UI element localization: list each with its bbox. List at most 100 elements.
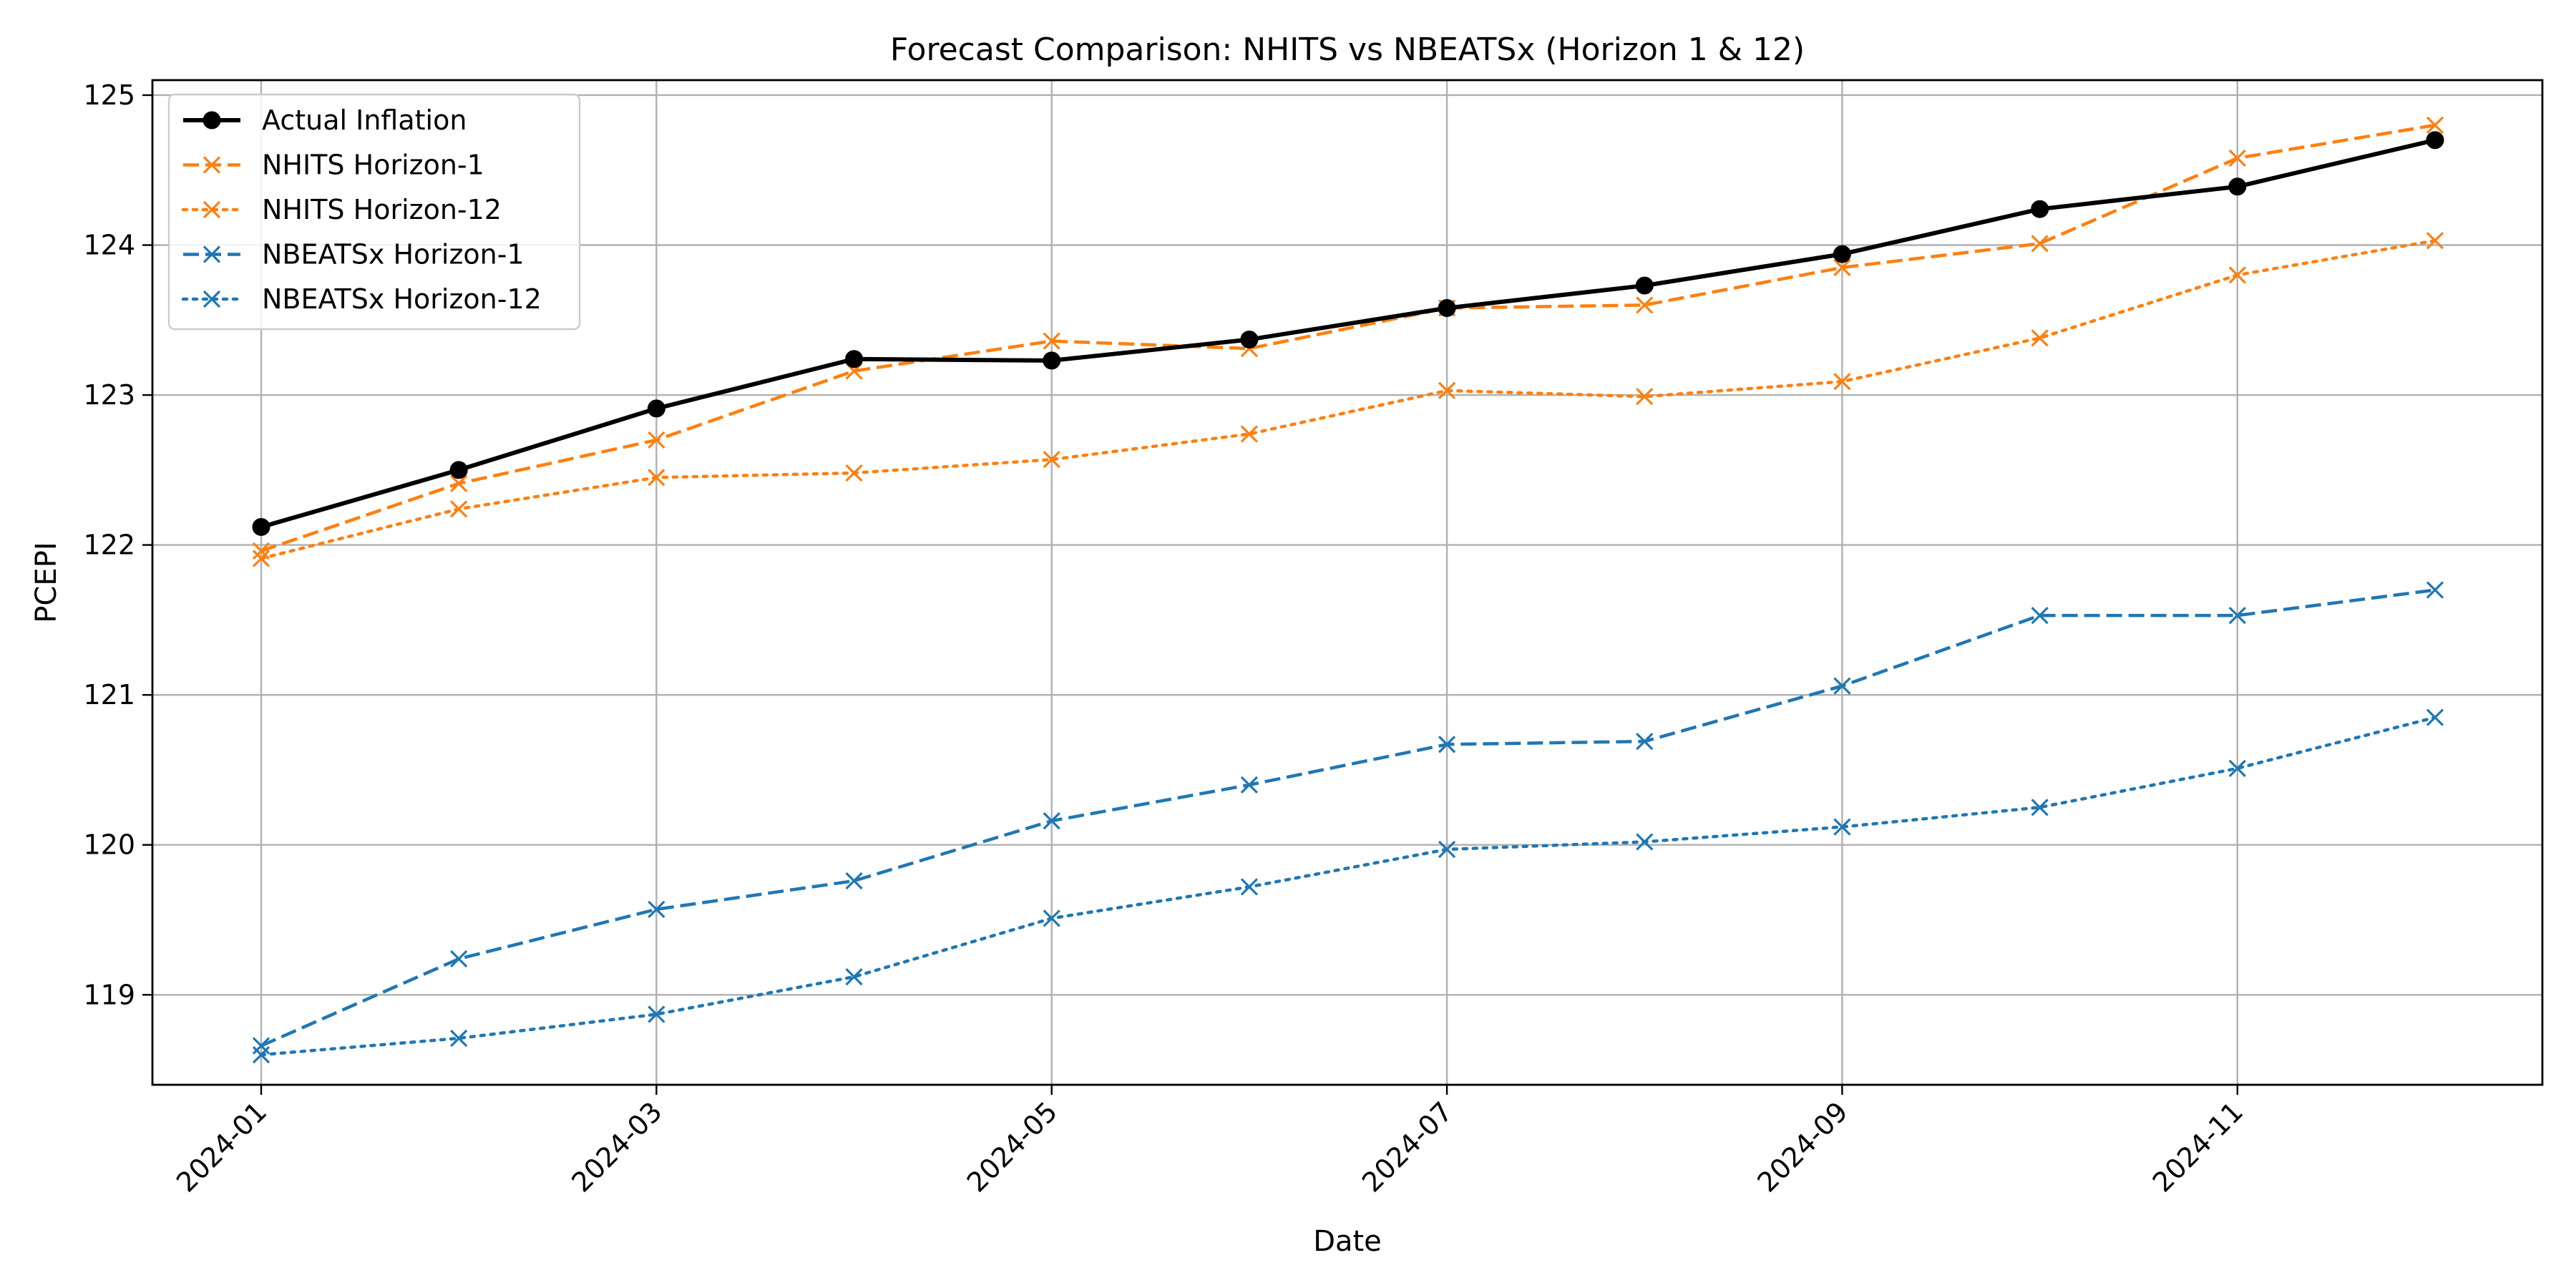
data-point-actual-inflation xyxy=(1240,331,1259,349)
data-point-nhits-horizon-12 xyxy=(252,550,270,567)
data-point-nhits-horizon-12 xyxy=(1043,451,1060,469)
legend-box xyxy=(167,93,581,331)
data-point-actual-inflation xyxy=(2426,131,2444,150)
y-tick-label: 124 xyxy=(83,230,135,261)
data-point-nbeatsx-horizon-1 xyxy=(2031,606,2049,625)
legend-label: NBEATSx Horizon-12 xyxy=(262,283,542,315)
series-nhits-horizon-1 xyxy=(252,116,2444,560)
x-tick-label: 2024-03 xyxy=(565,1096,668,1198)
data-point-actual-inflation xyxy=(2228,177,2247,196)
data-point-nhits-horizon-1 xyxy=(1043,332,1060,350)
legend-item-actual-inflation: Actual Inflation xyxy=(183,104,467,136)
legend-marker xyxy=(203,245,221,263)
data-point-nhits-horizon-1 xyxy=(450,474,468,492)
series-line-actual-inflation xyxy=(260,137,2436,530)
x-tick-label: 2024-01 xyxy=(170,1096,273,1198)
data-point-nbeatsx-horizon-12 xyxy=(450,1029,468,1048)
data-point-nbeatsx-horizon-1 xyxy=(1833,677,1851,695)
legend-marker xyxy=(203,156,221,174)
series-nbeatsx-horizon-1 xyxy=(252,581,2444,1055)
data-point-actual-inflation xyxy=(845,350,864,369)
x-axis-label: Date xyxy=(1313,1225,1382,1258)
legend-marker xyxy=(203,290,221,308)
data-point-nhits-horizon-1 xyxy=(2426,116,2444,134)
data-point-nhits-horizon-12 xyxy=(450,500,468,518)
series-actual-inflation xyxy=(252,131,2444,536)
x-tick-label: 2024-05 xyxy=(961,1096,1063,1198)
data-point-nhits-horizon-12 xyxy=(2228,266,2246,284)
data-point-nbeatsx-horizon-1 xyxy=(450,950,468,968)
legend: Actual Inflation NHITS Horizon-1 NHITS Hor… xyxy=(167,93,581,331)
data-point-nbeatsx-horizon-1 xyxy=(1636,732,1654,751)
data-point-actual-inflation xyxy=(449,461,468,479)
data-point-nhits-horizon-12 xyxy=(2031,329,2049,347)
data-point-nbeatsx-horizon-12 xyxy=(1833,818,1851,836)
series-line-nhits-horizon-1 xyxy=(260,123,2436,553)
legend-marker xyxy=(203,111,221,130)
legend-item-nhits-horizon-1: NHITS Horizon-1 xyxy=(183,150,484,181)
data-point-nbeatsx-horizon-12 xyxy=(1636,833,1654,851)
data-point-nhits-horizon-12 xyxy=(845,464,863,482)
data-point-nhits-horizon-1 xyxy=(2228,149,2246,167)
data-point-nhits-horizon-12 xyxy=(1240,425,1259,443)
y-tick-label: 120 xyxy=(83,829,135,861)
data-point-nhits-horizon-1 xyxy=(1636,296,1654,314)
legend-marker xyxy=(203,200,221,219)
data-point-actual-inflation xyxy=(647,399,665,418)
data-point-nhits-horizon-1 xyxy=(252,542,270,560)
x-tick-label: 2024-09 xyxy=(1751,1096,1853,1198)
data-point-nbeatsx-horizon-12 xyxy=(1240,878,1259,896)
series-nbeatsx-horizon-12 xyxy=(252,708,2444,1064)
series-line-nhits-horizon-12 xyxy=(259,238,2437,560)
data-point-actual-inflation xyxy=(252,517,270,536)
plot-frame xyxy=(151,79,2544,1086)
data-point-nbeatsx-horizon-1 xyxy=(1043,812,1060,830)
legend-label: NHITS Horizon-12 xyxy=(262,194,502,225)
x-tick-label: 2024-07 xyxy=(1356,1096,1458,1198)
legend-label: Actual Inflation xyxy=(262,104,467,136)
data-point-nbeatsx-horizon-1 xyxy=(845,872,863,890)
data-point-nbeatsx-horizon-12 xyxy=(2031,799,2049,816)
data-point-nhits-horizon-1 xyxy=(2031,235,2049,253)
series-line-nbeatsx-horizon-1 xyxy=(260,588,2436,1048)
legend-item-nhits-horizon-12: NHITS Horizon-12 xyxy=(181,194,502,225)
series-line-nbeatsx-horizon-12 xyxy=(259,716,2437,1057)
y-tick-label: 119 xyxy=(83,979,135,1010)
y-axis-label: PCEPI xyxy=(30,542,63,623)
data-point-nbeatsx-horizon-1 xyxy=(2228,606,2246,625)
data-point-nhits-horizon-1 xyxy=(648,431,665,449)
x-tick-label: 2024-11 xyxy=(2147,1096,2249,1198)
legend-item-nbeatsx-horizon-12: NBEATSx Horizon-12 xyxy=(181,283,542,315)
y-tick-label: 121 xyxy=(83,679,135,711)
series-nhits-horizon-12 xyxy=(252,232,2444,567)
legend-item-nbeatsx-horizon-1: NBEATSx Horizon-1 xyxy=(183,239,525,270)
legend-label: NBEATSx Horizon-1 xyxy=(262,239,525,270)
data-point-nbeatsx-horizon-1 xyxy=(648,900,665,918)
data-point-nbeatsx-horizon-12 xyxy=(845,967,863,986)
data-point-actual-inflation xyxy=(1438,299,1456,318)
data-point-nbeatsx-horizon-12 xyxy=(2228,759,2246,777)
legend-label: NHITS Horizon-1 xyxy=(262,150,484,181)
data-point-nbeatsx-horizon-12 xyxy=(1438,840,1456,859)
data-point-nbeatsx-horizon-12 xyxy=(2426,708,2444,726)
data-point-nhits-horizon-12 xyxy=(1833,373,1851,391)
y-tick-label: 123 xyxy=(83,379,135,411)
data-point-nhits-horizon-12 xyxy=(648,469,665,487)
data-point-nhits-horizon-12 xyxy=(1636,388,1654,406)
data-point-actual-inflation xyxy=(1043,351,1061,370)
data-point-actual-inflation xyxy=(1635,276,1654,295)
data-point-nhits-horizon-12 xyxy=(2426,232,2444,250)
series-layer xyxy=(252,116,2444,1064)
data-point-nbeatsx-horizon-1 xyxy=(1240,776,1259,794)
data-point-nbeatsx-horizon-12 xyxy=(1043,909,1060,927)
data-point-nbeatsx-horizon-1 xyxy=(2426,581,2444,599)
data-point-nbeatsx-horizon-1 xyxy=(252,1037,270,1055)
data-point-actual-inflation xyxy=(2031,200,2049,218)
data-point-nhits-horizon-1 xyxy=(1833,258,1851,277)
data-point-nbeatsx-horizon-1 xyxy=(1438,736,1456,753)
data-point-actual-inflation xyxy=(1833,245,1851,263)
data-point-nbeatsx-horizon-12 xyxy=(648,1005,665,1023)
data-point-nhits-horizon-12 xyxy=(1438,381,1456,399)
chart-title: Forecast Comparison: NHITS vs NBEATSx (H… xyxy=(890,31,1805,68)
